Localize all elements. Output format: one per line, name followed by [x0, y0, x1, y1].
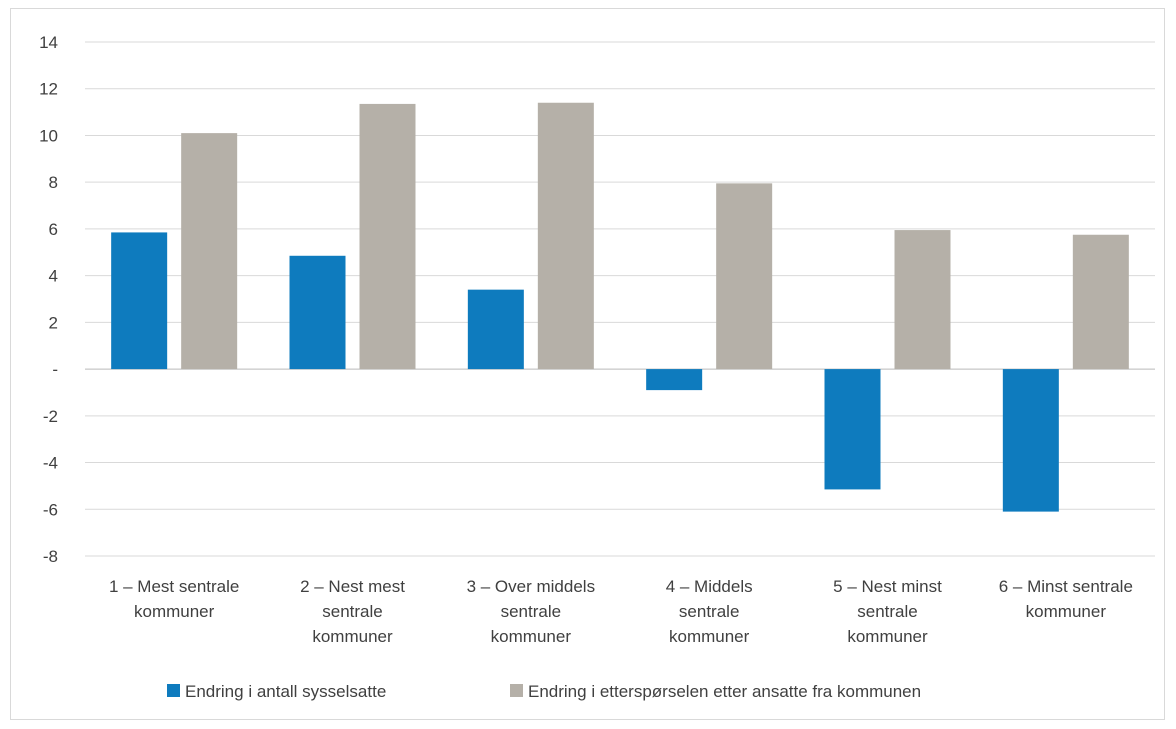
category-label: 1 – Mest sentrale kommuner — [109, 577, 239, 621]
y-tick-label: - — [52, 360, 58, 379]
bar-etterspørsel-5 — [894, 230, 951, 370]
y-tick-label: 8 — [49, 173, 58, 192]
category-label-line: 5 – Nest minst — [833, 577, 942, 596]
x-axis-categories: 1 – Mest sentrale kommuner 2 – Nest mest se… — [109, 577, 1133, 646]
category-label-line: 6 – Minst sentrale — [999, 577, 1133, 596]
category-label: 6 – Minst sentrale kommuner — [999, 577, 1133, 621]
legend-label-1: Endring i antall sysselsatte — [185, 682, 386, 701]
category-label-line: kommuner — [491, 627, 572, 646]
category-label: 2 – Nest mest sentrale kommuner — [300, 577, 405, 646]
category-label-line: kommuner — [847, 627, 928, 646]
category-label-line: kommuner — [134, 602, 215, 621]
category-label: 3 – Over middels sentrale kommuner — [467, 577, 596, 646]
bar-etterspørsel-3 — [537, 102, 594, 370]
y-tick-label: 14 — [39, 33, 58, 52]
legend-swatch-1 — [167, 684, 180, 697]
y-tick-label: 2 — [49, 313, 58, 332]
category-label-line: sentrale — [679, 602, 739, 621]
category-label-line: kommuner — [312, 627, 393, 646]
bar-sysselsatte-5 — [824, 369, 881, 490]
category-label-line: sentrale — [501, 602, 561, 621]
bar-etterspørsel-1 — [181, 133, 238, 370]
bar-sysselsatte-6 — [1002, 369, 1059, 512]
category-label-line: 1 – Mest sentrale — [109, 577, 239, 596]
legend: Endring i antall sysselsatte Endring i et… — [167, 682, 921, 701]
category-label-line: 2 – Nest mest — [300, 577, 405, 596]
y-tick-label: 4 — [49, 267, 58, 286]
gridlines — [85, 41, 1155, 557]
y-tick-label: -8 — [43, 547, 58, 566]
y-tick-label: 6 — [49, 220, 58, 239]
y-tick-label: 12 — [39, 80, 58, 99]
y-tick-label: 10 — [39, 126, 58, 145]
category-label: 5 – Nest minst sentrale kommuner — [833, 577, 942, 646]
y-tick-label: -2 — [43, 407, 58, 426]
category-label-line: kommuner — [669, 627, 750, 646]
bar-etterspørsel-2 — [359, 103, 416, 370]
bar-etterspørsel-4 — [716, 183, 773, 370]
bar-sysselsatte-2 — [289, 255, 346, 370]
bar-sysselsatte-4 — [646, 369, 703, 391]
category-label: 4 – Middels sentrale kommuner — [666, 577, 753, 646]
bar-etterspørsel-6 — [1072, 234, 1129, 370]
category-label-line: sentrale — [857, 602, 917, 621]
legend-swatch-2 — [510, 684, 523, 697]
bar-sysselsatte-3 — [467, 289, 524, 370]
category-label-line: sentrale — [322, 602, 382, 621]
category-label-line: 4 – Middels — [666, 577, 753, 596]
bars — [111, 102, 1129, 512]
bar-sysselsatte-1 — [111, 232, 168, 370]
legend-label-2: Endring i etterspørselen etter ansatte f… — [528, 682, 921, 701]
y-tick-label: -4 — [43, 454, 58, 473]
category-label-line: kommuner — [1026, 602, 1107, 621]
y-axis-ticks: 14 12 10 8 6 4 2 - -2 -4 -6 -8 — [39, 33, 58, 566]
y-tick-label: -6 — [43, 500, 58, 519]
category-label-line: 3 – Over middels — [467, 577, 596, 596]
